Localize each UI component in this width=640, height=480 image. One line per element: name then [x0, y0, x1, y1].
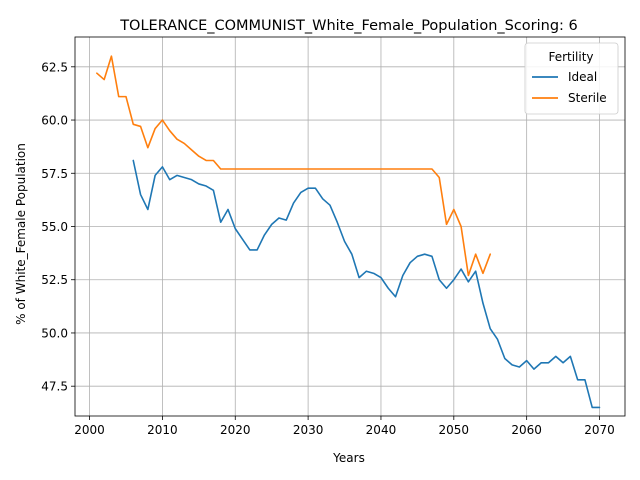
chart-title: TOLERANCE_COMMUNIST_White_Female_Populat…: [119, 18, 578, 34]
y-tick-label: 52.5: [41, 273, 68, 287]
y-tick-label: 47.5: [41, 380, 68, 394]
x-axis-label: Years: [332, 451, 365, 465]
legend-box: [524, 42, 619, 115]
y-tick-label: 50.0: [41, 326, 68, 340]
series-line-ideal: [132, 159, 601, 409]
legend: Fertility Ideal Sterile: [524, 42, 619, 115]
x-axis-ticks: 2000 2010 2020 2030 2040 2050 2060 2070: [74, 416, 615, 437]
y-axis-ticks: 47.5 50.0 52.5 55.0 57.5 60.0 62.5: [41, 60, 75, 394]
x-tick-label: 2030: [293, 423, 324, 437]
x-tick-label: 2040: [366, 423, 397, 437]
y-tick-label: 57.5: [41, 167, 68, 181]
legend-label-sterile: Sterile: [568, 91, 607, 105]
x-tick-label: 2020: [220, 423, 251, 437]
x-tick-label: 2050: [439, 423, 470, 437]
x-tick-label: 2070: [584, 423, 615, 437]
series-line-sterile: [96, 55, 492, 277]
x-tick-label: 2010: [147, 423, 178, 437]
series-lines: [96, 55, 601, 409]
y-tick-label: 55.0: [41, 220, 68, 234]
y-axis-label: % of White_Female Population: [14, 143, 28, 325]
y-tick-label: 62.5: [41, 60, 68, 74]
y-tick-label: 60.0: [41, 114, 68, 128]
legend-title: Fertility: [548, 50, 593, 64]
x-tick-label: 2000: [74, 423, 105, 437]
x-tick-label: 2060: [511, 423, 542, 437]
legend-label-ideal: Ideal: [568, 70, 597, 84]
